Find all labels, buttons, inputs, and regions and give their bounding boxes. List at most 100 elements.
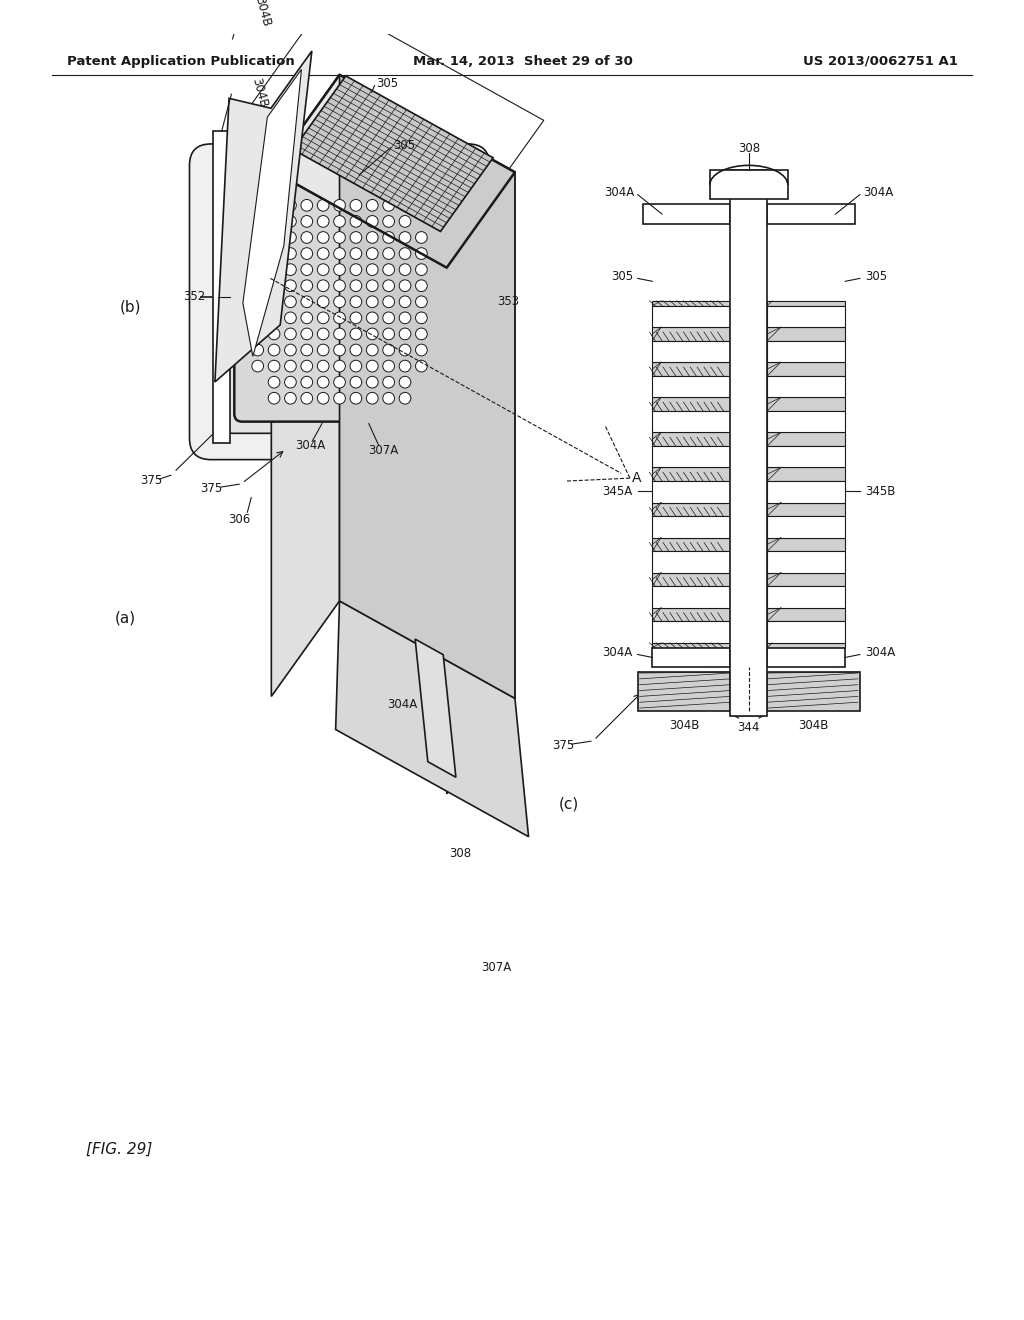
Text: 345B: 345B [864, 484, 895, 498]
Bar [638, 672, 730, 711]
Circle shape [285, 199, 296, 211]
Bar [767, 552, 845, 573]
Polygon shape [293, 77, 494, 231]
Text: A: A [632, 471, 641, 486]
Circle shape [285, 231, 296, 243]
Polygon shape [271, 75, 340, 697]
Circle shape [334, 296, 345, 308]
Bar [652, 376, 730, 397]
Circle shape [285, 345, 296, 356]
Bar [652, 411, 730, 433]
Bar [730, 170, 767, 715]
Bar [767, 397, 845, 411]
Circle shape [268, 264, 280, 276]
Bar [652, 607, 730, 622]
Circle shape [367, 248, 378, 260]
Bar [652, 622, 730, 643]
Bar [652, 467, 730, 480]
Circle shape [285, 264, 296, 276]
Circle shape [416, 264, 427, 276]
Text: (a): (a) [115, 611, 136, 626]
Circle shape [383, 329, 394, 339]
Circle shape [317, 296, 329, 308]
Bar [652, 301, 730, 306]
Text: 375: 375 [552, 739, 574, 751]
Circle shape [301, 248, 312, 260]
Circle shape [285, 296, 296, 308]
Bar [767, 205, 855, 224]
Text: 304B: 304B [249, 77, 269, 108]
Bar [652, 397, 730, 411]
Bar [767, 306, 845, 327]
Circle shape [367, 231, 378, 243]
Circle shape [252, 312, 263, 323]
Circle shape [268, 296, 280, 308]
Circle shape [383, 376, 394, 388]
Circle shape [268, 215, 280, 227]
Circle shape [383, 312, 394, 323]
Text: 352: 352 [183, 290, 205, 304]
Circle shape [383, 280, 394, 292]
Bar [652, 446, 730, 467]
Circle shape [317, 199, 329, 211]
Circle shape [367, 215, 378, 227]
Circle shape [268, 392, 280, 404]
Bar [652, 648, 730, 667]
Circle shape [334, 360, 345, 372]
Circle shape [383, 199, 394, 211]
Circle shape [301, 215, 312, 227]
Circle shape [350, 280, 361, 292]
Circle shape [399, 345, 411, 356]
Circle shape [301, 231, 312, 243]
Text: Mar. 14, 2013  Sheet 29 of 30: Mar. 14, 2013 Sheet 29 of 30 [413, 54, 633, 67]
Text: [FIG. 29]: [FIG. 29] [86, 1142, 153, 1158]
Bar [213, 131, 230, 444]
Bar [652, 327, 730, 341]
Text: 304B: 304B [252, 0, 272, 28]
Polygon shape [415, 639, 456, 777]
Circle shape [367, 296, 378, 308]
Bar [767, 672, 860, 711]
Circle shape [334, 199, 345, 211]
Bar [767, 503, 845, 516]
Circle shape [301, 280, 312, 292]
Bar [652, 362, 730, 376]
Circle shape [252, 345, 263, 356]
Polygon shape [243, 70, 301, 356]
Circle shape [268, 329, 280, 339]
Circle shape [399, 280, 411, 292]
Circle shape [334, 215, 345, 227]
Bar [767, 341, 845, 362]
Bar [652, 503, 730, 516]
Circle shape [350, 312, 361, 323]
Circle shape [317, 280, 329, 292]
Circle shape [268, 199, 280, 211]
Bar [652, 306, 730, 327]
Circle shape [317, 376, 329, 388]
Circle shape [383, 345, 394, 356]
Bar [652, 341, 730, 362]
Circle shape [334, 248, 345, 260]
Polygon shape [446, 172, 515, 793]
Circle shape [399, 264, 411, 276]
Circle shape [252, 296, 263, 308]
Circle shape [416, 329, 427, 339]
Bar [652, 552, 730, 573]
Circle shape [317, 392, 329, 404]
Circle shape [383, 360, 394, 372]
Circle shape [383, 231, 394, 243]
Polygon shape [340, 75, 515, 698]
Text: 305: 305 [377, 77, 398, 90]
Bar [767, 537, 845, 552]
Bar [767, 607, 845, 622]
Circle shape [350, 248, 361, 260]
Circle shape [301, 264, 312, 276]
Circle shape [285, 280, 296, 292]
Bar [767, 648, 845, 667]
Circle shape [350, 392, 361, 404]
Circle shape [416, 345, 427, 356]
Circle shape [285, 312, 296, 323]
Circle shape [416, 360, 427, 372]
Circle shape [285, 215, 296, 227]
Polygon shape [336, 601, 528, 837]
